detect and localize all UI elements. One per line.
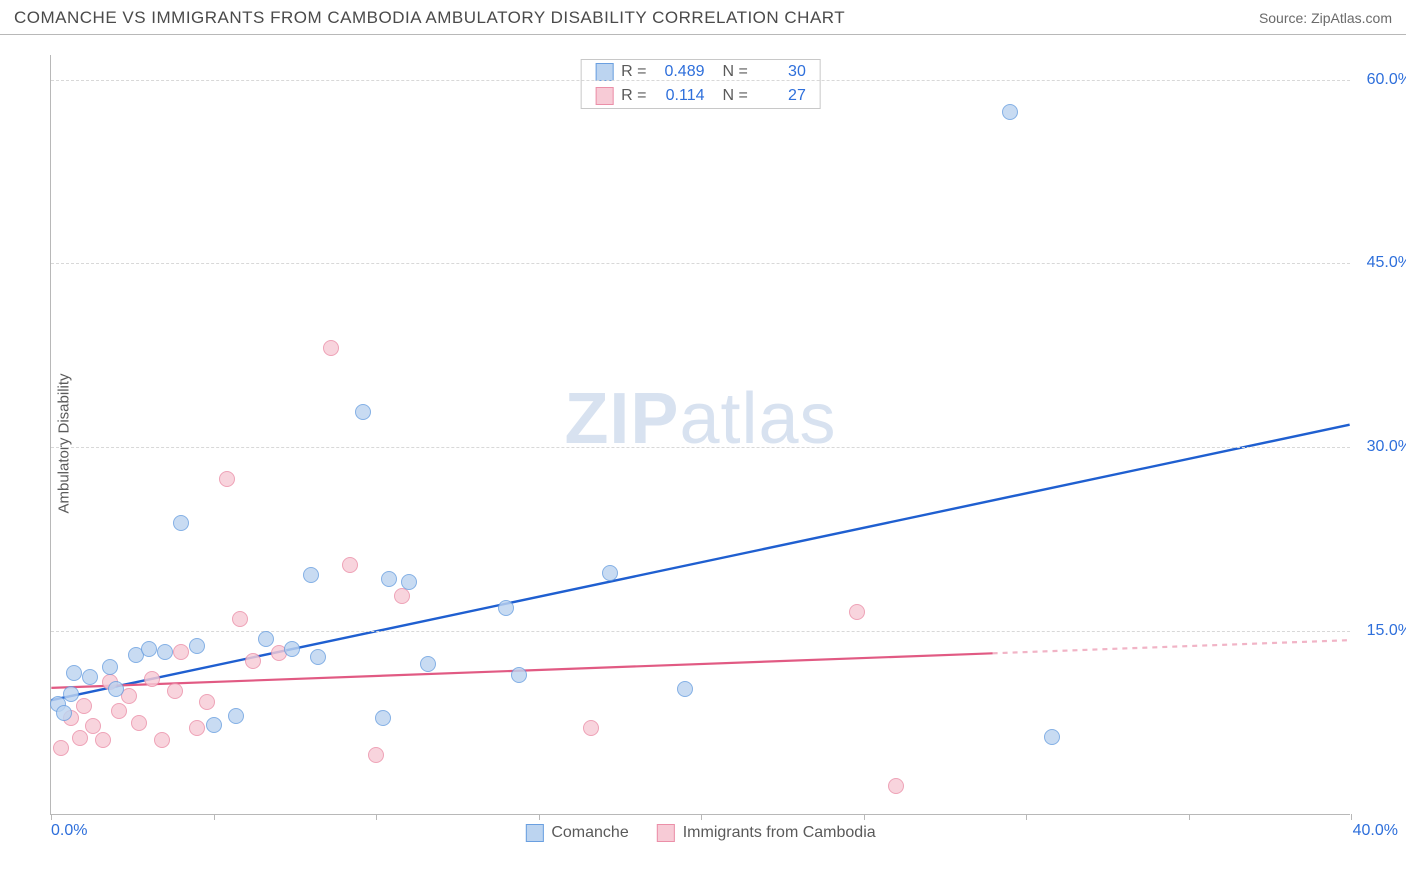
data-point: [85, 718, 101, 734]
chart-area: Ambulatory Disability ZIPatlas R = 0.489…: [50, 55, 1350, 815]
y-tick-label: 30.0%: [1367, 438, 1406, 456]
data-point: [157, 644, 173, 660]
legend-swatch-icon: [525, 824, 543, 842]
data-point: [219, 471, 235, 487]
x-tick: [864, 814, 865, 820]
r-value-comanche: 0.489: [655, 63, 705, 81]
gridline: [51, 447, 1350, 448]
x-axis-max-label: 40.0%: [1353, 822, 1398, 840]
data-point: [258, 631, 274, 647]
chart-source: Source: ZipAtlas.com: [1259, 10, 1392, 26]
data-point: [368, 747, 384, 763]
data-point: [189, 720, 205, 736]
data-point: [56, 705, 72, 721]
data-point: [53, 740, 69, 756]
data-point: [401, 574, 417, 590]
scatter-plot: ZIPatlas R = 0.489 N = 30 R = 0.114 N = …: [50, 55, 1350, 815]
data-point: [199, 694, 215, 710]
x-tick: [214, 814, 215, 820]
data-point: [323, 340, 339, 356]
gridline: [51, 80, 1350, 81]
data-point: [1044, 729, 1060, 745]
data-point: [111, 703, 127, 719]
data-point: [173, 644, 189, 660]
trend-lines: [51, 55, 1350, 814]
data-point: [511, 667, 527, 683]
n-value-cambodia: 27: [756, 87, 806, 105]
n-value-comanche: 30: [756, 63, 806, 81]
legend-swatch-comanche: [595, 63, 613, 81]
y-tick-label: 60.0%: [1367, 71, 1406, 89]
data-point: [245, 653, 261, 669]
data-point: [420, 656, 436, 672]
data-point: [602, 565, 618, 581]
data-point: [102, 659, 118, 675]
data-point: [63, 686, 79, 702]
data-point: [189, 638, 205, 654]
data-point: [1002, 104, 1018, 120]
y-tick-label: 15.0%: [1367, 622, 1406, 640]
data-point: [888, 778, 904, 794]
data-point: [154, 732, 170, 748]
data-point: [82, 669, 98, 685]
r-value-cambodia: 0.114: [655, 87, 705, 105]
data-point: [232, 611, 248, 627]
gridline: [51, 263, 1350, 264]
data-point: [583, 720, 599, 736]
x-tick: [1189, 814, 1190, 820]
legend-item-cambodia: Immigrants from Cambodia: [657, 824, 876, 842]
data-point: [677, 681, 693, 697]
data-point: [375, 710, 391, 726]
data-point: [144, 671, 160, 687]
data-point: [310, 649, 326, 665]
gridline: [51, 631, 1350, 632]
data-point: [66, 665, 82, 681]
data-point: [342, 557, 358, 573]
legend-item-comanche: Comanche: [525, 824, 628, 842]
x-tick: [701, 814, 702, 820]
chart-header: COMANCHE VS IMMIGRANTS FROM CAMBODIA AMB…: [0, 0, 1406, 35]
data-point: [381, 571, 397, 587]
data-point: [206, 717, 222, 733]
data-point: [228, 708, 244, 724]
data-point: [173, 515, 189, 531]
data-point: [498, 600, 514, 616]
data-point: [849, 604, 865, 620]
y-tick-label: 45.0%: [1367, 254, 1406, 272]
data-point: [76, 698, 92, 714]
x-tick: [1026, 814, 1027, 820]
data-point: [108, 681, 124, 697]
chart-title: COMANCHE VS IMMIGRANTS FROM CAMBODIA AMB…: [14, 8, 845, 28]
x-tick: [51, 814, 52, 820]
legend-swatch-cambodia: [595, 87, 613, 105]
legend-bottom: Comanche Immigrants from Cambodia: [525, 824, 875, 842]
legend-swatch-icon: [657, 824, 675, 842]
data-point: [284, 641, 300, 657]
x-tick: [376, 814, 377, 820]
x-tick: [539, 814, 540, 820]
data-point: [141, 641, 157, 657]
data-point: [95, 732, 111, 748]
x-axis-min-label: 0.0%: [51, 822, 87, 840]
data-point: [72, 730, 88, 746]
data-point: [167, 683, 183, 699]
x-tick: [1351, 814, 1352, 820]
legend-correlation-box: R = 0.489 N = 30 R = 0.114 N = 27: [580, 59, 821, 109]
data-point: [303, 567, 319, 583]
legend-row-cambodia: R = 0.114 N = 27: [581, 84, 820, 108]
data-point: [131, 715, 147, 731]
data-point: [355, 404, 371, 420]
